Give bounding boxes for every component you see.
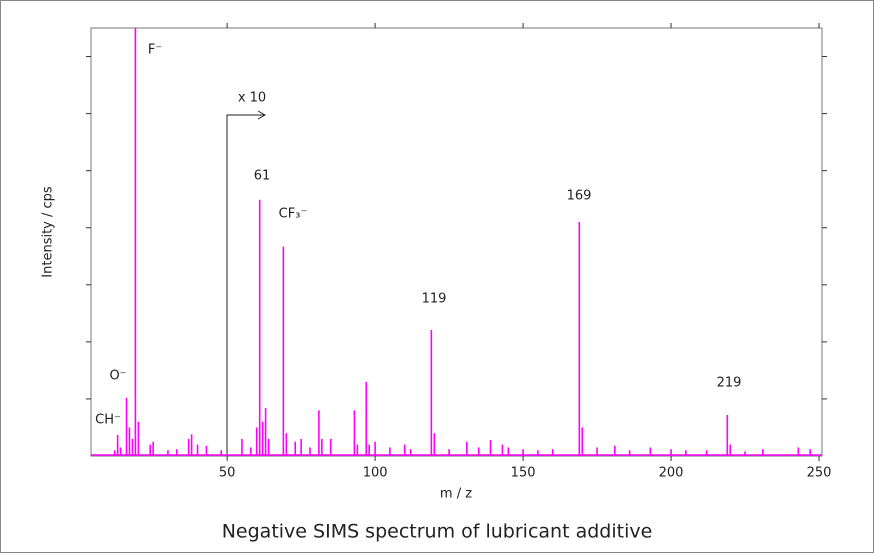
annotation: 219 — [717, 376, 742, 391]
arrow-head — [257, 110, 267, 120]
y-axis-label: Intensity / cps — [41, 186, 56, 278]
annotation: 169 — [567, 189, 592, 204]
annotation: O⁻ — [109, 369, 126, 384]
x-tick-label: 100 — [363, 466, 388, 481]
x-axis-label: m / z — [440, 487, 472, 502]
x-tick-label: 200 — [659, 466, 684, 481]
annotation: F⁻ — [148, 43, 162, 58]
plot-frame — [90, 27, 823, 457]
x-tick-label: 150 — [511, 466, 536, 481]
stems — [91, 28, 822, 456]
annotation: 119 — [422, 292, 447, 307]
scale-arrow — [226, 114, 265, 456]
annotation: x 10 — [238, 91, 266, 106]
annotation: CH⁻ — [95, 413, 121, 428]
annotation: 61 — [254, 169, 271, 184]
caption: Negative SIMS spectrum of lubricant addi… — [222, 521, 653, 543]
x-tick-label: 50 — [219, 466, 236, 481]
x-tick-label: 250 — [807, 466, 832, 481]
annotation: CF₃⁻ — [279, 207, 308, 222]
